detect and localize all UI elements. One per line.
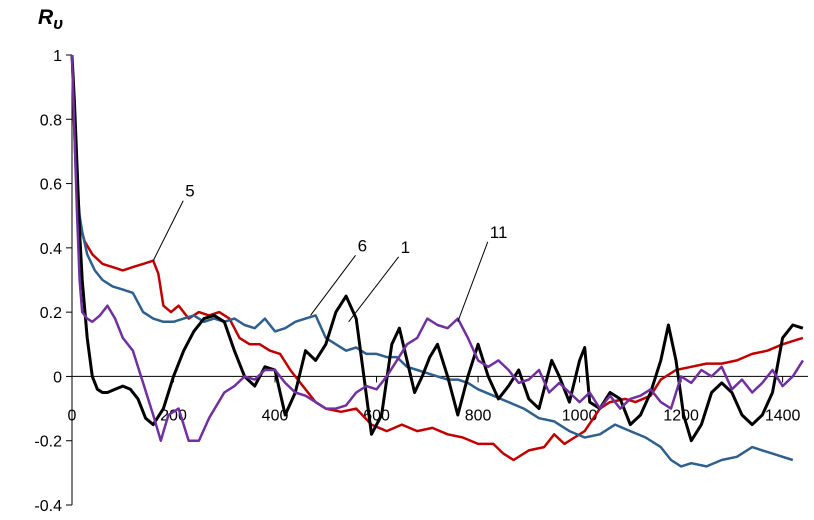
annotation-label-11: 11 bbox=[490, 223, 508, 242]
x-tick-label: 1000 bbox=[562, 407, 598, 424]
annotation-leader-11 bbox=[457, 241, 489, 322]
x-tick-label: 1400 bbox=[765, 407, 801, 424]
y-axis-title: Rυ bbox=[38, 6, 63, 33]
y-tick-label: 0.4 bbox=[40, 241, 62, 258]
annotation-label-1: 1 bbox=[401, 238, 410, 257]
chart-series-layer bbox=[70, 54, 804, 468]
chart-axes: -0.4-0.200.20.40.60.810 200 400 600 800 1000 1… bbox=[34, 48, 808, 515]
annotation-label-5: 5 bbox=[185, 182, 194, 201]
y-tick-label: -0.2 bbox=[34, 434, 62, 451]
y-axis-label: Rυ bbox=[38, 6, 63, 33]
x-tick-label: 1200 bbox=[663, 407, 699, 424]
y-tick-label: 0.2 bbox=[40, 305, 62, 322]
y-tick-label: 0.6 bbox=[40, 177, 62, 194]
annotation-leader-5 bbox=[152, 200, 184, 261]
series-line-6 bbox=[70, 54, 794, 468]
y-tick-label: 1 bbox=[53, 48, 62, 65]
annotation-leader-1 bbox=[348, 256, 400, 323]
series-line-5 bbox=[70, 54, 804, 462]
x-tick-label: 0 bbox=[68, 407, 77, 424]
x-tick-label: 400 bbox=[262, 407, 289, 424]
x-tick-label: 800 bbox=[465, 407, 492, 424]
y-tick-label: 0 bbox=[53, 369, 62, 386]
y-tick-label: -0.4 bbox=[34, 498, 62, 515]
series-line-11 bbox=[70, 54, 804, 442]
annotation-leader-6 bbox=[310, 255, 356, 316]
series-line-1 bbox=[70, 54, 804, 443]
y-tick-label: 0.8 bbox=[40, 112, 62, 129]
chart-annotation-layer: 56 111 bbox=[152, 182, 508, 323]
annotation-label-6: 6 bbox=[358, 236, 367, 255]
